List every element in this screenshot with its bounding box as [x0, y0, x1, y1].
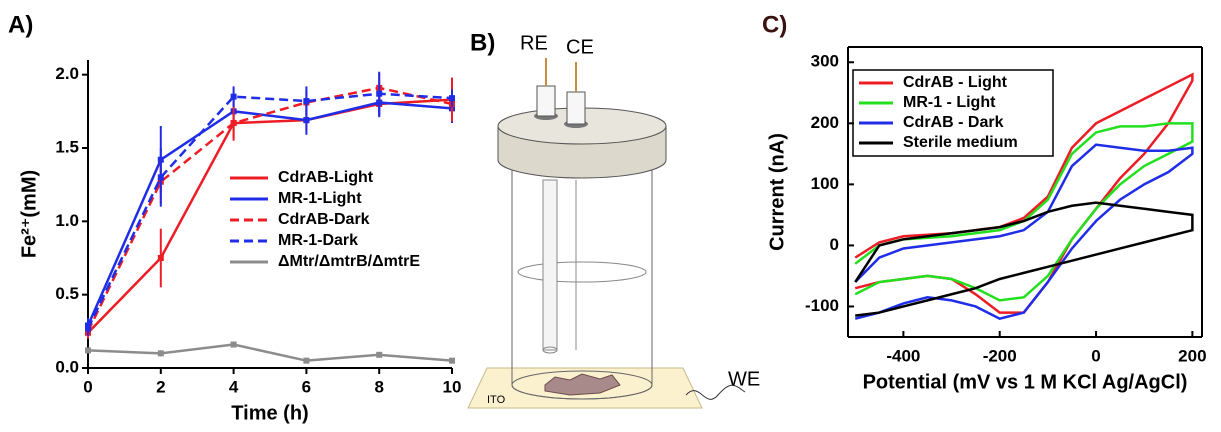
- cylinder: [511, 170, 653, 400]
- cell-diagram: B) ITO WE RE CE: [467, 29, 760, 409]
- y-tick-label: -100: [805, 296, 839, 315]
- x-axis-label: Time (h): [231, 402, 308, 424]
- y-tick-label: 1.0: [55, 211, 79, 230]
- biofilm: [544, 373, 621, 396]
- marker: [303, 357, 310, 364]
- x-tick-label: 0: [83, 377, 92, 396]
- x-tick-label: -400: [886, 346, 920, 365]
- ce-tube: [566, 91, 586, 125]
- series-line: [854, 122, 1194, 302]
- legend-label: CdrAB-Light: [278, 169, 374, 186]
- y-tick-label: 300: [811, 52, 839, 71]
- legend-label: MR-1-Light: [278, 190, 362, 207]
- y-tick-label: 100: [811, 174, 839, 193]
- x-tick-label: 10: [443, 377, 462, 396]
- re-tube: [536, 85, 556, 117]
- marker: [157, 350, 164, 357]
- y-tick-label: 0: [830, 235, 839, 254]
- x-tick-label: 6: [302, 377, 311, 396]
- marker: [85, 347, 91, 354]
- panel-label: B): [470, 29, 495, 56]
- marker: [230, 120, 237, 127]
- y-tick-label: 0.0: [55, 357, 79, 376]
- y-tick-label: 2.0: [55, 64, 79, 83]
- marker: [449, 357, 455, 364]
- series-line: [854, 72, 1194, 314]
- y-tick-label: 0.5: [55, 284, 79, 303]
- legend-label: CdrAB-Dark: [278, 211, 370, 228]
- marker: [449, 95, 455, 102]
- marker: [376, 90, 383, 97]
- legend-label: CdrAB - Light: [903, 74, 1008, 91]
- marker: [157, 174, 164, 181]
- y-axis-label: Fe²⁺(mM): [18, 170, 40, 258]
- wire: [685, 384, 746, 400]
- panel-label: A): [8, 11, 33, 38]
- label: WE: [728, 368, 760, 390]
- label: ITO: [487, 394, 506, 406]
- series-line: [86, 101, 453, 326]
- series-line: [854, 201, 1194, 317]
- chart-panel: -100 0 100 200 300 -400 -200 0 200 Potential (mV …: [766, 46, 1207, 393]
- marker: [303, 117, 310, 124]
- y-tick-label: 1.5: [55, 137, 79, 156]
- label: RE: [520, 32, 548, 54]
- x-tick-label: -200: [983, 346, 1017, 365]
- series-line: [854, 143, 1194, 321]
- x-tick-label: 4: [229, 377, 239, 396]
- marker: [376, 351, 383, 358]
- marker: [230, 341, 237, 348]
- ref-electrode: [542, 179, 558, 351]
- chart-panel: 0.0 0.5 1.0 1.5 2.0 0 2 4 6 8 10 Time (h) Fe²⁺(mM) Cd…: [18, 60, 461, 424]
- panel-label: C): [762, 11, 787, 38]
- legend-label: Sterile medium: [903, 134, 1018, 151]
- x-tick-label: 200: [1178, 346, 1206, 365]
- frit: [542, 346, 558, 354]
- liquid-level: [517, 261, 647, 283]
- x-tick-label: 2: [156, 377, 165, 396]
- legend-label: ΔMtr/ΔmtrB/ΔmtrE: [278, 253, 420, 270]
- series-line: [87, 98, 453, 334]
- marker: [85, 325, 91, 332]
- legend-frame: [852, 69, 1054, 157]
- series-line: [86, 92, 453, 329]
- x-tick-label: 8: [374, 377, 383, 396]
- y-axis-label: Current (nA): [766, 133, 788, 251]
- x-axis-label: Potential (mV vs 1 M KCl Ag/AgCl): [863, 371, 1188, 393]
- legend-label: MR-1-Dark: [278, 232, 358, 249]
- marker: [303, 98, 310, 105]
- x-tick-label: 0: [1091, 346, 1100, 365]
- y-tick-label: 200: [811, 113, 839, 132]
- label: CE: [566, 36, 594, 58]
- marker: [157, 255, 164, 261]
- cylinder-bottom: [511, 370, 653, 400]
- series-line: [86, 86, 453, 332]
- legend-label: CdrAB - Dark: [903, 114, 1004, 131]
- series-line: [87, 343, 453, 362]
- marker: [230, 93, 237, 100]
- legend-label: MR-1 - Light: [903, 94, 996, 111]
